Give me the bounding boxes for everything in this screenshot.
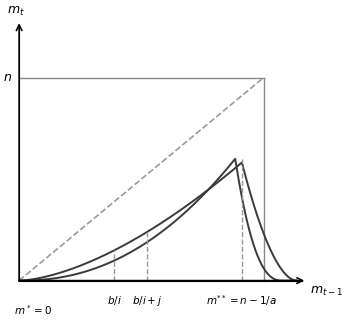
Text: $b/i$: $b/i$	[107, 294, 122, 307]
Text: $m_t$: $m_t$	[7, 4, 25, 18]
Text: $m^* = 0$: $m^* = 0$	[14, 303, 52, 316]
Text: $m_{t-1}$: $m_{t-1}$	[310, 284, 343, 298]
Text: $m^{**} = n-1/a$: $m^{**} = n-1/a$	[207, 294, 277, 308]
Text: $n$: $n$	[3, 71, 12, 84]
Text: $b/i + j$: $b/i + j$	[131, 294, 162, 308]
